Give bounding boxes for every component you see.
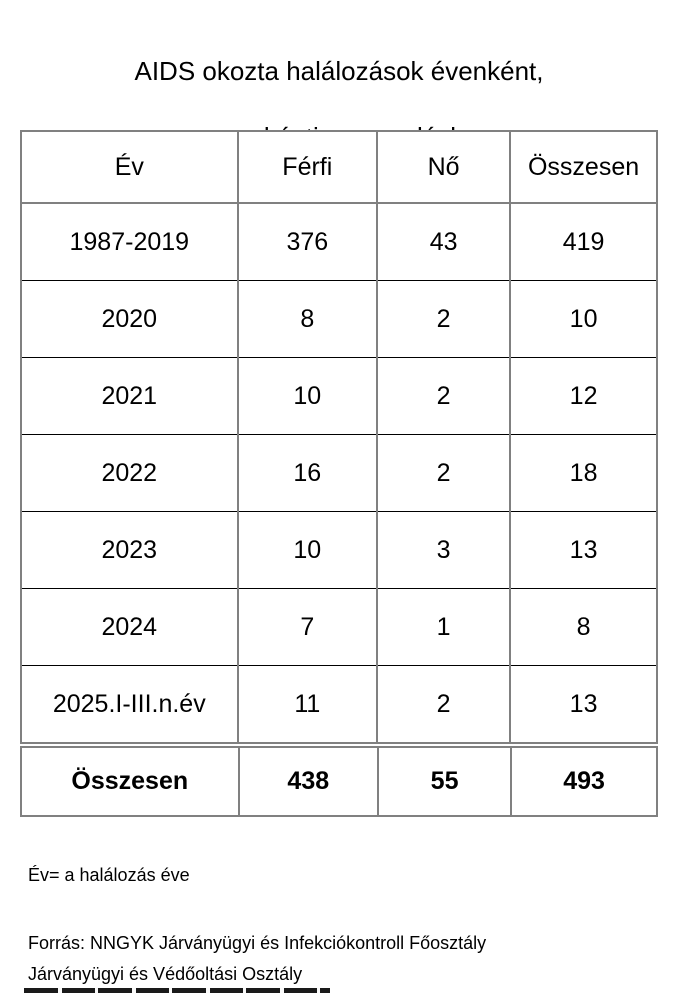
table-row: 1987-2019 376 43 419	[22, 203, 656, 281]
page-title-line-1: AIDS okozta halálozások évenként,	[134, 56, 544, 86]
cell-total: 8	[509, 588, 656, 666]
cell-year: 2021	[22, 357, 238, 435]
header-cell-female: Nő	[376, 132, 511, 204]
cell-year: 2025.I-III.n.év	[22, 665, 238, 742]
table-row: 2023 10 3 13	[22, 511, 656, 589]
cell-total: 12	[509, 357, 656, 435]
table-area: Év Férfi Nő Összesen 1987-2019 376 43 41…	[20, 130, 658, 817]
cell-male: 16	[236, 434, 378, 512]
table-row: 2020 8 2 10	[22, 280, 656, 358]
cell-year: 2023	[22, 511, 238, 589]
cell-female: 2	[376, 280, 511, 358]
table-header: Év Férfi Nő Összesen	[22, 132, 656, 204]
table-row: 2021 10 2 12	[22, 357, 656, 435]
cell-male: 11	[236, 665, 378, 742]
header-cell-male: Férfi	[236, 132, 378, 204]
cell-total: 18	[509, 434, 656, 512]
header-row: Év Férfi Nő Összesen	[22, 132, 656, 204]
cell-year: 2022	[22, 434, 238, 512]
cell-total: 10	[509, 280, 656, 358]
cell-year: 2024	[22, 588, 238, 666]
cell-female: 2	[376, 357, 511, 435]
source-note: Forrás: NNGYK Járványügyi és Infekciókon…	[28, 928, 648, 990]
total-sum-value: 493	[510, 748, 656, 815]
cell-female: 43	[376, 203, 511, 281]
cell-total: 13	[509, 511, 656, 589]
cell-total: 13	[509, 665, 656, 742]
source-note-line-1: Forrás: NNGYK Járványügyi és Infekciókon…	[28, 933, 487, 953]
main-table-box: Év Férfi Nő Összesen 1987-2019 376 43 41…	[20, 130, 658, 744]
cell-male: 10	[236, 357, 378, 435]
cell-female: 3	[376, 511, 511, 589]
table-body: 1987-2019 376 43 419 2020 8 2 10 2021 10…	[22, 203, 656, 742]
cell-male: 7	[236, 588, 378, 666]
data-table: Év Férfi Nő Összesen 1987-2019 376 43 41…	[22, 132, 656, 742]
cell-total: 419	[509, 203, 656, 281]
cell-female: 1	[376, 588, 511, 666]
header-cell-total: Összesen	[509, 132, 656, 204]
table-row: 2025.I-III.n.év 11 2 13	[22, 665, 656, 742]
total-label: Összesen	[71, 767, 189, 795]
cell-female: 2	[376, 434, 511, 512]
totals-row: Összesen 438 55 493	[20, 746, 658, 817]
cell-male: 8	[236, 280, 378, 358]
truncated-bottom-text	[24, 988, 330, 993]
header-cell-year: Év	[22, 132, 238, 204]
table-row: 2022 16 2 18	[22, 434, 656, 512]
cell-male: 376	[236, 203, 378, 281]
total-female-value: 55	[377, 748, 510, 815]
cell-male: 10	[236, 511, 378, 589]
cell-year: 1987-2019	[69, 227, 190, 256]
source-note-line-2: Járványügyi és Védőoltási Osztály	[28, 964, 303, 984]
total-male-value: 438	[237, 748, 377, 815]
cell-female: 2	[376, 665, 511, 742]
table-row: 2024 7 1 8	[22, 588, 656, 666]
cell-year: 2020	[22, 280, 238, 358]
definition-note: Év= a halálozás éve	[28, 865, 190, 885]
